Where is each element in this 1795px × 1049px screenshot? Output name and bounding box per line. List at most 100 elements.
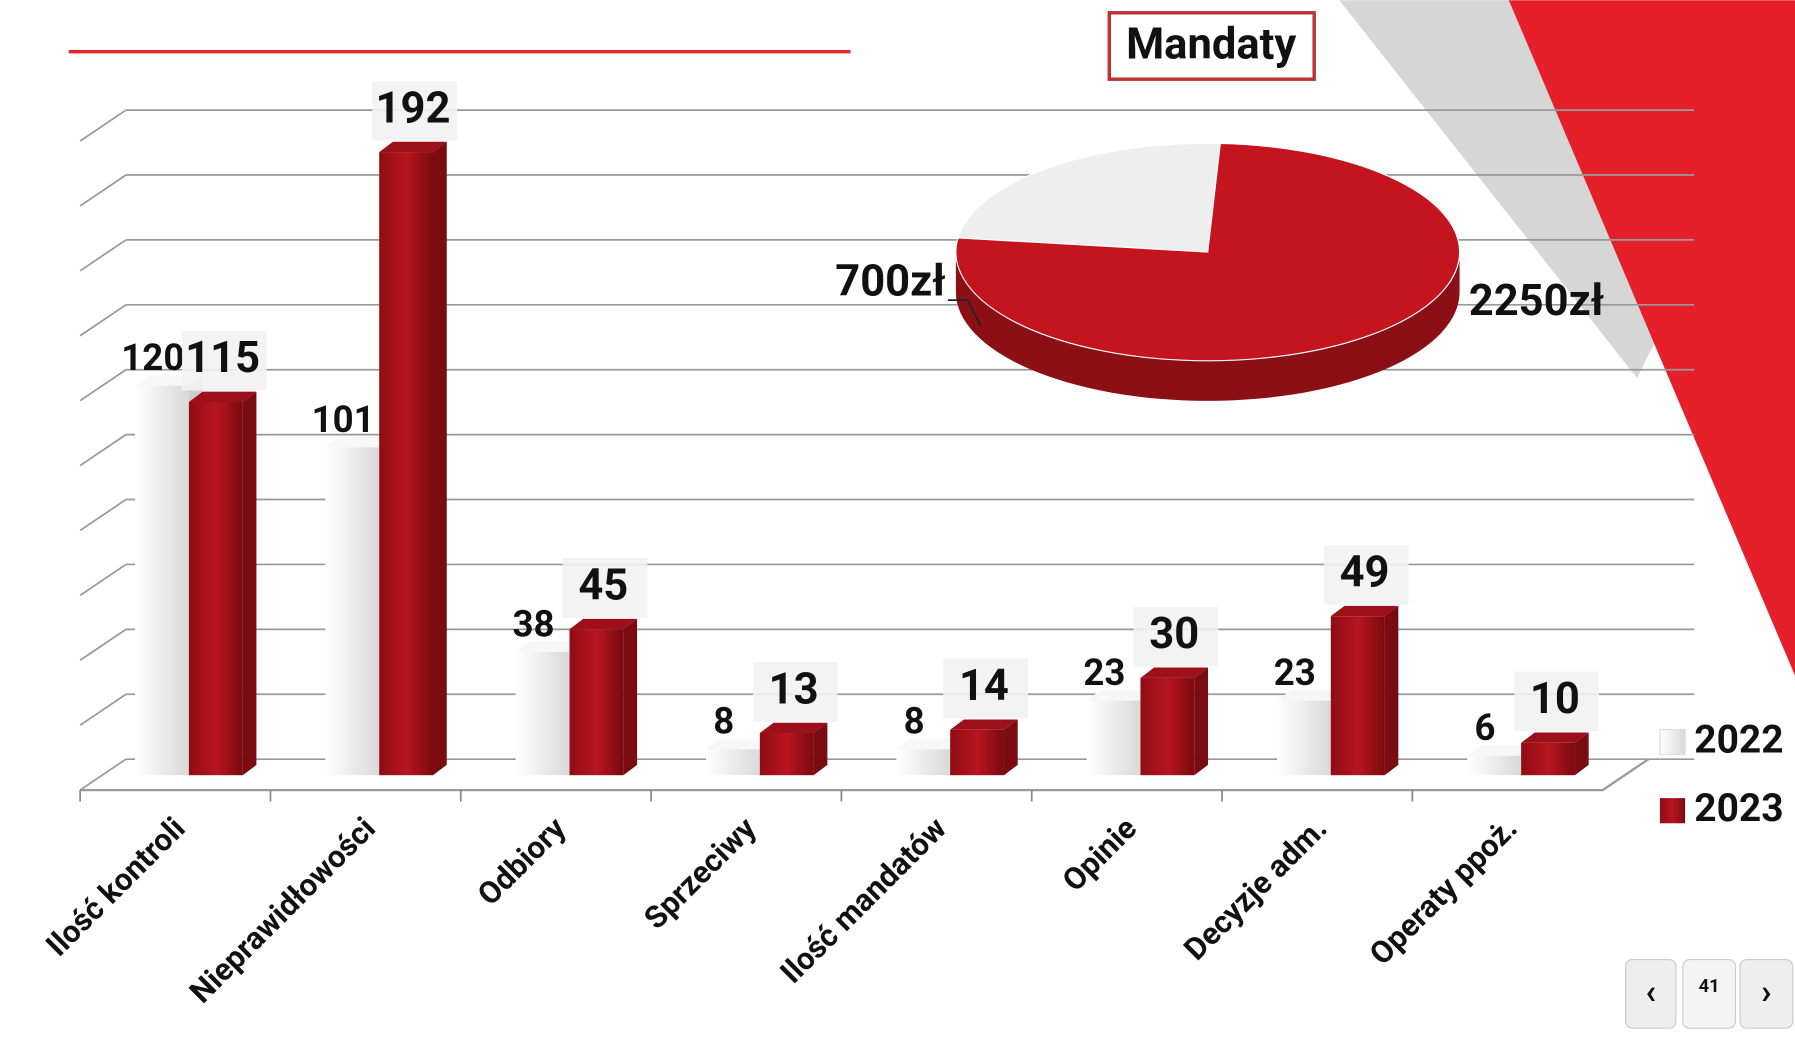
bar-top xyxy=(759,722,828,734)
bar-top xyxy=(1467,745,1535,756)
value-label: 30 xyxy=(1149,608,1199,659)
value-label: 38 xyxy=(512,602,554,645)
pie-slice xyxy=(957,142,1221,253)
bar-side xyxy=(813,722,828,776)
pie-slice xyxy=(955,142,1461,362)
bar xyxy=(515,651,570,776)
value-label-box xyxy=(562,558,648,618)
bar xyxy=(1276,700,1331,776)
page-number: 41 xyxy=(1699,976,1720,997)
bar xyxy=(135,385,189,776)
bar xyxy=(706,749,760,776)
pie-label: 2250zł xyxy=(1469,275,1604,326)
prev-icon: ‹ xyxy=(1645,972,1656,1012)
value-label-box xyxy=(1133,606,1219,667)
value-label: 8 xyxy=(713,700,734,743)
bar xyxy=(896,749,951,776)
bar-top xyxy=(896,738,964,750)
bar xyxy=(950,729,1004,776)
x-tick-label: Decyzje adm. xyxy=(1177,810,1335,968)
x-tick-label: Ilość kontroli xyxy=(39,810,193,964)
grid-diagonal xyxy=(79,563,127,597)
bar xyxy=(1521,742,1575,776)
pie-chart: 700zł 2250zł Mandaty xyxy=(835,11,1604,401)
grid-diagonal xyxy=(79,433,127,467)
value-label: 49 xyxy=(1340,546,1390,597)
bar-side xyxy=(433,141,447,776)
floor-edge xyxy=(80,758,1650,792)
pie-label: 700zł xyxy=(835,256,945,307)
pie-side xyxy=(955,252,1460,401)
x-tick-label: Ilość mandatów xyxy=(773,809,954,990)
bar-top xyxy=(706,738,774,750)
bar-top xyxy=(950,719,1018,730)
bar xyxy=(1140,677,1195,776)
legend-swatch xyxy=(1659,728,1686,756)
grid-diagonal xyxy=(79,693,127,726)
leader-line xyxy=(947,299,982,327)
bar-top xyxy=(325,437,393,448)
bar xyxy=(1467,755,1522,776)
value-label: 45 xyxy=(578,559,628,610)
pie-title-box xyxy=(1107,11,1316,81)
decor-gray xyxy=(1339,0,1655,378)
bar-side xyxy=(1003,719,1018,776)
bar-top xyxy=(1521,732,1589,743)
value-label-box xyxy=(1514,671,1599,732)
value-label: 10 xyxy=(1530,673,1580,724)
value-label: 23 xyxy=(1083,651,1125,694)
grid-diagonal xyxy=(79,304,127,337)
decor-red xyxy=(1508,0,1795,676)
bar-side xyxy=(242,391,257,776)
value-label-box xyxy=(182,331,267,391)
grid-diagonal xyxy=(79,758,127,791)
bar-top xyxy=(1276,690,1345,701)
grid-diagonal xyxy=(79,239,127,272)
value-label-box xyxy=(943,658,1029,719)
bar-side xyxy=(1574,732,1589,776)
legend-swatch xyxy=(1659,798,1686,824)
x-tick-label: Odbiory xyxy=(470,809,573,912)
bar-top xyxy=(379,141,447,153)
grid-diagonal xyxy=(79,174,127,207)
value-label: 192 xyxy=(376,82,451,133)
value-label: 101 xyxy=(312,398,375,441)
bar xyxy=(379,152,434,776)
value-label: 6 xyxy=(1475,706,1496,749)
value-label-box xyxy=(1323,545,1409,605)
bar-top xyxy=(1086,690,1155,701)
value-label-box xyxy=(372,81,458,141)
grid-diagonal xyxy=(79,109,127,142)
value-label: 115 xyxy=(185,332,260,383)
value-label: 13 xyxy=(769,663,819,714)
legend-label: 2022 xyxy=(1694,716,1783,762)
bar xyxy=(1086,700,1141,776)
bar-side xyxy=(1384,605,1399,776)
legend-label: 2023 xyxy=(1694,785,1783,831)
pie-title: Mandaty xyxy=(1126,19,1296,70)
next-button[interactable] xyxy=(1739,958,1794,1029)
bar xyxy=(759,733,814,776)
next-icon: › xyxy=(1761,972,1771,1012)
bar xyxy=(1330,616,1385,776)
bar-top xyxy=(515,641,584,652)
prev-button[interactable] xyxy=(1625,958,1677,1029)
bar-top xyxy=(569,618,638,630)
bar-side xyxy=(623,618,638,776)
grid-diagonal xyxy=(79,628,127,661)
value-label: 8 xyxy=(904,700,925,743)
x-tick-label: Sprzeciwy xyxy=(637,809,764,936)
page-box xyxy=(1682,958,1737,1029)
bar-side xyxy=(1194,667,1209,776)
value-label: 14 xyxy=(959,660,1009,711)
grid-diagonal xyxy=(79,498,127,532)
bar xyxy=(188,401,243,776)
bar-top xyxy=(188,391,257,402)
x-tick-label: Opinie xyxy=(1055,810,1144,899)
x-tick-label: Operaty ppoż. xyxy=(1362,810,1525,973)
x-tick-label: Nieprawidłowości xyxy=(182,810,383,1011)
bar-top xyxy=(1330,605,1399,617)
value-label-box xyxy=(752,662,838,722)
